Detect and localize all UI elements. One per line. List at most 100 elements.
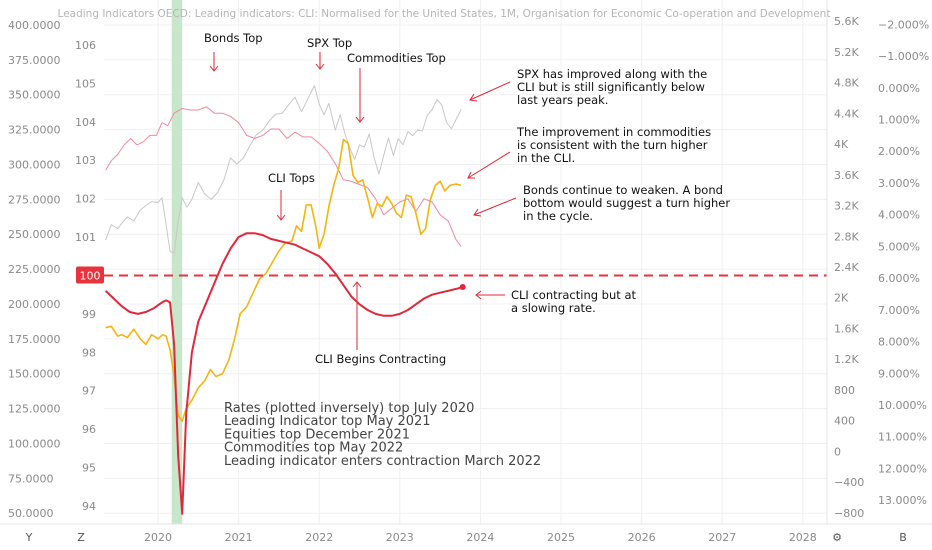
annotation-text: Commodities Top (347, 51, 446, 65)
left-axis-button-label: Y (25, 531, 33, 544)
annotation-text: The improvement in commodities is consist… (516, 125, 711, 165)
left-inner-tick-label: 98 (82, 346, 96, 359)
right-outer-tick-label: 10.000% (878, 399, 927, 412)
left-inner-tick-label: 106 (75, 39, 96, 52)
left-outer-tick-label: 75.0000 (8, 472, 54, 485)
right-inner-tick-label: 400 (834, 415, 855, 428)
annotation-text: CLI Tops (268, 171, 315, 185)
right-inner-tick-label: 3.2K (834, 200, 859, 213)
right-axis-button-label: B (899, 531, 907, 544)
left-inner-tick-label: 96 (82, 423, 96, 436)
z-axis-button-label: Z (77, 531, 85, 544)
right-outer-tick-label: −1.000% (878, 50, 929, 63)
right-inner-tick-label: 3.6K (834, 169, 859, 182)
x-tick-label: 2024 (466, 531, 494, 544)
left-inner-tick-label: 99 (82, 308, 96, 321)
left-outer-tick-label: 300.0000 (8, 158, 61, 171)
annotation-arrows (209, 52, 517, 350)
right-inner-tick-label: 4.8K (834, 77, 859, 90)
right-inner-tick-label: 5.6K (834, 15, 859, 28)
x-tick-label: 2021 (225, 531, 253, 544)
left-outer-axis[interactable]: 400.0000 375.0000 350.0000 325.0000 300.0000… (8, 19, 61, 520)
right-inner-tick-label: 2.8K (834, 230, 859, 243)
right-outer-tick-label: 5.000% (878, 240, 920, 253)
x-tick-label: 2020 (144, 531, 172, 544)
right-outer-axis[interactable]: −2.000% −1.000% 0.000% 1.000% 2.000% 3.000% 4.… (878, 18, 929, 507)
left-inner-axis[interactable]: 106 105 104 103 102 101 99 98 97 96 95 94 (75, 39, 96, 513)
left-inner-tick-label: 97 (82, 385, 96, 398)
cli-contracting-arrow (352, 281, 362, 350)
right-outer-tick-label: 12.000% (878, 462, 927, 475)
annotation-text: SPX has improved along with the CLI but i… (517, 67, 707, 107)
cli-line (104, 232, 463, 515)
annotation-text: Bonds continue to weaken. A bond bottom w… (523, 183, 730, 223)
left-outer-tick-label: 350.0000 (8, 89, 61, 102)
bonds-note-arrow (473, 197, 517, 217)
x-tick-label: 2027 (708, 531, 736, 544)
x-tick-label: 2022 (305, 531, 333, 544)
recession-band (171, 0, 183, 524)
commodities-top-arrow (355, 68, 365, 123)
right-inner-tick-label: 5.2K (834, 46, 859, 59)
bonds-line (105, 106, 462, 247)
summary-note: Equities top December 2021 (224, 427, 410, 442)
left-outer-tick-label: 125.0000 (8, 403, 61, 416)
z-axis-button[interactable] (70, 528, 92, 546)
right-outer-tick-label: 9.000% (878, 367, 920, 380)
left-inner-tick-label: 94 (82, 500, 96, 513)
left-inner-tick-label: 104 (75, 116, 96, 129)
right-outer-tick-label: 1.000% (878, 114, 920, 127)
left-inner-tick-label: 95 (82, 462, 96, 475)
cli-tops-arrow (276, 190, 286, 221)
right-inner-tick-label: −400 (834, 476, 864, 489)
chart-title: Leading Indicators OECD: Leading indicat… (58, 8, 831, 20)
right-outer-tick-label: 2.000% (878, 145, 920, 158)
right-inner-tick-label: −800 (834, 507, 864, 520)
reference-value-badge (76, 266, 104, 284)
x-tick-label: 2026 (628, 531, 656, 544)
series-layer (104, 85, 466, 515)
right-outer-tick-label: 0.000% (878, 82, 920, 95)
cli-last-point (459, 283, 466, 290)
settings-button[interactable] (826, 528, 848, 546)
right-outer-tick-label: 4.000% (878, 209, 920, 222)
left-axis-button[interactable] (18, 528, 40, 546)
bonds-top-arrow (209, 52, 219, 72)
time-axis[interactable]: 2020 2021 2022 2023 2024 2025 2026 2027 2028 (144, 531, 817, 544)
x-tick-label: 2025 (547, 531, 575, 544)
x-tick-label: 2028 (789, 531, 817, 544)
left-outer-tick-label: 150.0000 (8, 368, 61, 381)
left-outer-tick-label: 100.0000 (8, 437, 61, 450)
right-inner-tick-label: 1.2K (834, 353, 859, 366)
annotation-text: CLI Begins Contracting (315, 352, 446, 366)
right-inner-tick-label: 2K (834, 292, 849, 305)
left-outer-tick-label: 325.0000 (8, 124, 61, 137)
right-outer-tick-label: −2.000% (878, 18, 929, 31)
right-inner-tick-label: 1.6K (834, 322, 859, 335)
cli-note-arrow (475, 290, 505, 300)
left-outer-tick-label: 50.0000 (8, 507, 54, 520)
right-inner-axis[interactable]: 5.6K 5.2K 4.8K 4.4K 4K 3.6K 3.2K 2.8K 2.4K 2K 1.6K… (834, 15, 864, 520)
right-outer-tick-label: 8.000% (878, 336, 920, 349)
left-inner-tick-label: 101 (75, 231, 96, 244)
summary-note: Commodities top May 2022 (224, 441, 403, 456)
spx-top-arrow (315, 52, 325, 70)
right-inner-tick-label: 4K (834, 138, 849, 151)
left-outer-tick-label: 225.0000 (8, 263, 61, 276)
spx-note-arrow (469, 81, 511, 102)
grid (104, 0, 827, 524)
right-axis-button[interactable] (892, 528, 914, 546)
right-inner-tick-label: 2.4K (834, 261, 859, 274)
reference-value-label: 100 (80, 269, 101, 282)
spx-line (105, 85, 462, 254)
left-outer-tick-label: 200.0000 (8, 298, 61, 311)
right-outer-tick-label: 11.000% (878, 431, 927, 444)
summary-note: Rates (plotted inversely) top July 2020 (224, 401, 474, 416)
x-tick-label: 2023 (386, 531, 414, 544)
settings-icon: ⚙ (832, 531, 842, 544)
summary-note: Leading Indicator top May 2021 (224, 414, 431, 429)
right-outer-tick-label: 7.000% (878, 304, 920, 317)
left-outer-tick-label: 375.0000 (8, 54, 61, 67)
